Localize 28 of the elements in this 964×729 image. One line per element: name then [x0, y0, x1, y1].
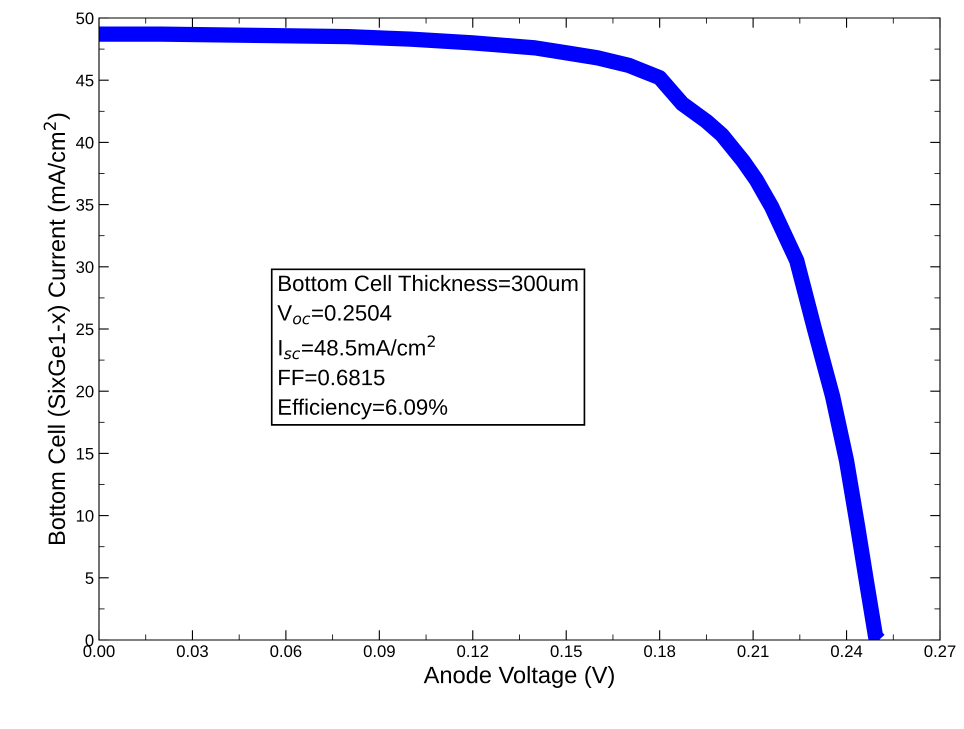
annotation: I$_{sc}$=48.5mA/cm$^{2}$ [279, 335, 435, 360]
y-tick-label: 20 [76, 386, 94, 398]
annotation: V$_{oc}$=0.2504 [277, 305, 392, 324]
y-tick-label: 45 [76, 74, 94, 86]
annotation: FF=0.6815 [279, 370, 384, 386]
x-tick-label: 0.09 [364, 645, 395, 658]
y-tick-label: 0 [86, 634, 94, 646]
y-tick-label: 5 [86, 572, 94, 584]
x-tick-label: 0.06 [270, 645, 302, 658]
y-tick-label: 35 [76, 199, 94, 211]
x-tick-label: 0.24 [830, 645, 862, 658]
x-tick-label: 0.00 [83, 645, 115, 658]
y-tick-label: 10 [76, 510, 94, 522]
x-tick-label: 0.18 [644, 645, 676, 658]
x-tick-label: 0.21 [738, 645, 769, 658]
annotation: Efficiency=6.09% [279, 398, 448, 420]
y-tick-label: 15 [76, 448, 94, 460]
y-tick-label: 25 [76, 323, 94, 336]
x-tick-label: 0.15 [550, 645, 582, 658]
annotation: Bottom Cell Thickness=300um [279, 274, 578, 292]
x-tick-label: 0.27 [924, 645, 956, 658]
x-axis-title: Anode Voltage (V) [424, 666, 614, 688]
y-tick-label: 40 [76, 136, 94, 149]
y-tick-label: 30 [76, 261, 94, 274]
y-axis-title: Bottom Cell (SixGe1-x) Current (mA/cm$^{2}$) [44, 114, 70, 544]
x-tick-label: 0.03 [176, 645, 208, 658]
y-tick-label: 50 [76, 12, 94, 24]
x-tick-label: 0.12 [457, 645, 488, 658]
